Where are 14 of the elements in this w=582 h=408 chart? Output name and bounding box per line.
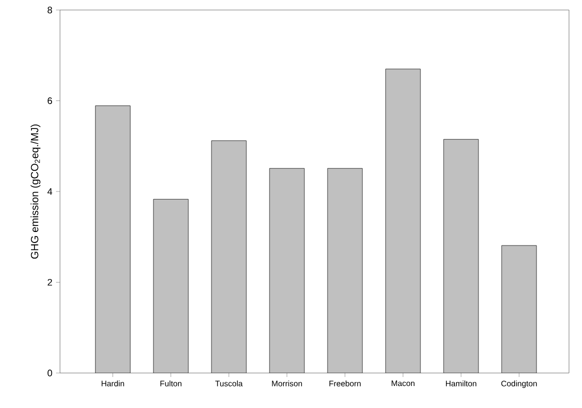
y-tick-label: 8	[48, 6, 52, 14]
bar	[385, 68, 421, 373]
bar	[443, 139, 479, 373]
bar	[270, 168, 304, 373]
bar	[211, 140, 247, 373]
y-tick-label: 2	[48, 278, 52, 286]
y-tick-label: 4	[47, 188, 52, 195]
bar	[95, 106, 130, 373]
bar	[327, 168, 363, 373]
y-axis-title: GHG emission (gCO$_{2}$eq./MJ)	[30, 124, 40, 259]
y-tick-label: 6	[48, 97, 52, 104]
y-tick-label: 0	[48, 370, 52, 376]
bar	[501, 245, 537, 373]
bar	[153, 199, 188, 373]
